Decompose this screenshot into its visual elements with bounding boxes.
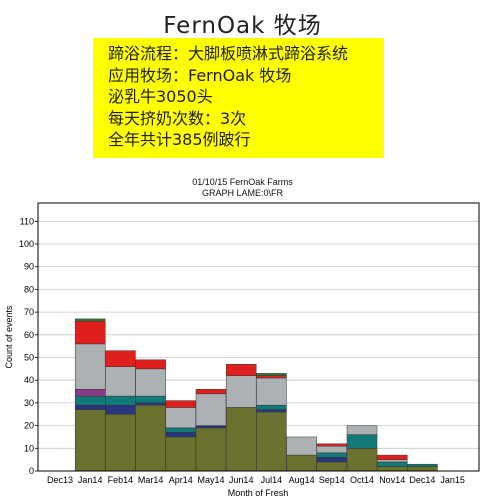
bar-segment-teal-jan14	[74, 395, 106, 406]
chart-header-graph-name: GRAPH LAME:0\FR	[201, 188, 284, 198]
bar-segment-navy-apr14	[165, 432, 197, 438]
bar-segment-red-sep14	[316, 443, 348, 447]
page-title: FernOak 牧场	[163, 13, 322, 39]
chart-header-date-farm: 01/10/15 FernOak Farms	[192, 177, 293, 187]
y-tick-label: 70	[24, 307, 34, 317]
bar-segment-olive-aug14	[286, 454, 317, 472]
x-tick-label: Jun14	[229, 475, 254, 485]
bar-segment-gray-oct14	[346, 425, 378, 435]
x-tick-labels: Dec13 Jan14 Feb14 Mar14 Apr14 May14 Jun14 Jul14…	[47, 475, 465, 485]
bar-segment-navy-sep14	[316, 457, 348, 463]
info-line-lameness-total: 全年共计385例跛行	[108, 130, 251, 149]
y-tick-label: 80	[24, 284, 34, 294]
x-tick-label: Jul14	[261, 475, 283, 485]
bar-segment-olive-jun14	[225, 407, 257, 472]
y-tick-labels: 0 10 20 30 40 50 60 70 80 90 100 110	[19, 216, 38, 476]
x-tick-label: Dec14	[409, 475, 435, 485]
bar-segment-olive-apr14	[165, 436, 197, 472]
bar-segment-gray-sep14	[316, 445, 348, 454]
bar-segment-olive-jul14	[256, 411, 287, 472]
y-axis-label: Count of events	[4, 305, 14, 369]
bar-segment-olive-feb14	[105, 414, 136, 472]
x-tick-label: Feb14	[108, 475, 134, 485]
bar-segment-navy-may14	[195, 425, 227, 429]
y-tick-label: 0	[29, 466, 34, 476]
bar-segment-olive-jan14	[74, 409, 106, 472]
bar-segment-gray-jan14	[74, 343, 106, 390]
bar-segment-red-mar14	[135, 359, 166, 370]
bar-segment-teal-sep14	[316, 452, 348, 458]
bar-segment-navy-jan14	[74, 404, 106, 410]
bar-segment-olive-mar14	[135, 404, 166, 472]
y-tick-label: 10	[24, 443, 34, 453]
y-tick-label: 90	[24, 262, 34, 272]
x-tick-label: May14	[197, 475, 224, 485]
bar-segment-olive-may14	[195, 427, 227, 472]
x-axis-label: Month of Fresh	[228, 488, 289, 498]
bar-segment-red-jan14	[74, 320, 106, 345]
x-tick-label: Dec13	[47, 475, 73, 485]
bar-segment-teal-jul14	[256, 404, 287, 410]
y-tick-label: 40	[24, 375, 34, 385]
bar-segment-olive-sep14	[316, 461, 348, 472]
bar-segment-olive-oct14	[346, 448, 378, 472]
bar-segment-red-feb14	[105, 350, 136, 367]
bar-segment-darkgreen-jan14	[74, 318, 106, 322]
bar-segment-teal-nov14	[376, 461, 408, 467]
x-tick-label: Nov14	[379, 475, 405, 485]
y-tick-label: 20	[24, 421, 34, 431]
bar-segment-teal-oct14	[346, 434, 378, 449]
bars	[74, 318, 438, 472]
x-tick-label: Oct14	[350, 475, 374, 485]
bar-segment-red-nov14	[376, 454, 408, 460]
info-line-farm: 应用牧场：FernOak 牧场	[108, 65, 292, 85]
bar-segment-red-may14	[195, 389, 227, 395]
x-tick-label: Jan15	[440, 475, 465, 485]
bar-segment-darkgreen-jul14	[256, 373, 287, 376]
bar-segment-gray-feb14	[105, 366, 136, 397]
bar-segment-navy-mar14	[135, 402, 166, 406]
y-tick-label: 30	[24, 398, 34, 408]
bar-segment-olive-dec14	[407, 466, 438, 472]
bar-segment-olive-nov14	[376, 466, 408, 472]
bar-segment-navy-feb14	[105, 404, 136, 415]
plot-area-frame	[37, 202, 480, 472]
y-tick-label: 110	[20, 216, 34, 226]
bar-segment-gray-nov14	[376, 459, 408, 463]
x-tick-label: Aug14	[289, 475, 315, 485]
info-line-process: 蹄浴流程：大脚板喷淋式蹄浴系统	[108, 44, 349, 63]
bar-segment-gray-jun14	[225, 375, 257, 408]
bar-segment-teal-feb14	[105, 395, 136, 406]
bar-segment-teal-dec14	[407, 463, 438, 467]
bar-segment-navy-jul14	[256, 409, 287, 413]
bar-segment-gray-aug14	[286, 436, 317, 456]
x-tick-label: Mar14	[138, 475, 164, 485]
bar-segment-gray-apr14	[165, 407, 197, 429]
info-line-milkings: 每天挤奶次数：3次	[108, 108, 247, 128]
bar-segment-teal-apr14	[165, 427, 197, 433]
y-tick-label: 50	[24, 353, 34, 363]
info-line-herd-size: 泌乳牛3050头	[108, 87, 213, 106]
bar-segment-red-jun14	[225, 364, 257, 376]
bar-segment-purple-jan14	[74, 389, 106, 397]
bar-segment-red-apr14	[165, 400, 197, 408]
bar-segment-red-jul14	[256, 375, 287, 379]
bar-segment-gray-jul14	[256, 377, 287, 406]
x-tick-label: Jan14	[78, 475, 103, 485]
bar-segment-gray-may14	[195, 393, 227, 426]
y-tick-label: 100	[19, 239, 34, 249]
y-tick-label: 60	[24, 330, 34, 340]
bar-segment-teal-mar14	[135, 395, 166, 404]
x-tick-label: Apr14	[169, 475, 193, 485]
bar-segment-gray-mar14	[135, 368, 166, 397]
x-tick-label: Sep14	[319, 475, 345, 485]
farm-info-box: 蹄浴流程：大脚板喷淋式蹄浴系统 应用牧场：FernOak 牧场 泌乳牛3050头…	[93, 38, 384, 158]
